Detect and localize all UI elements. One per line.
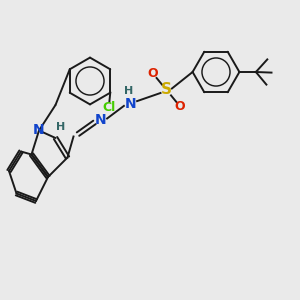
Text: N: N [125, 97, 136, 110]
Text: Cl: Cl [102, 100, 116, 114]
Text: H: H [56, 122, 65, 133]
Text: O: O [175, 100, 185, 113]
Text: H: H [124, 86, 134, 96]
Text: N: N [33, 124, 45, 137]
Text: S: S [161, 82, 172, 98]
Text: N: N [95, 113, 106, 127]
Text: O: O [148, 67, 158, 80]
